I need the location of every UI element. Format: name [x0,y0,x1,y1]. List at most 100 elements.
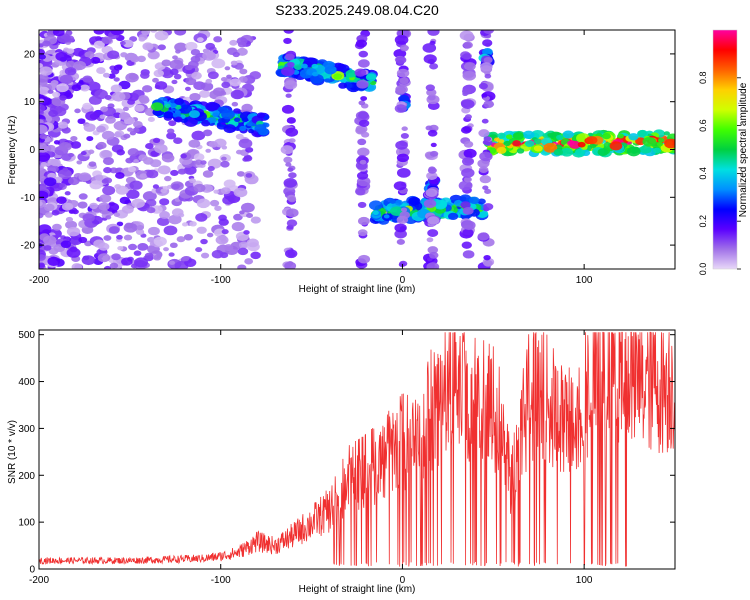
heatmap-cell [147,236,156,243]
heatmap-cell [125,72,139,83]
heatmap-cell [127,148,139,157]
heatmap-cell [393,48,407,59]
heatmap-cell [356,171,369,180]
heatmap-cell [50,158,61,167]
heatmap-cell [40,162,48,167]
heatmap-cell [65,216,74,223]
heatmap-cell [400,133,409,139]
heatmap-cell [562,130,574,139]
heatmap-cell [111,91,126,102]
heatmap-cell [368,200,383,211]
heatmap-cell [142,85,153,93]
heatmap-cell [43,177,57,187]
heatmap-cell [39,63,43,68]
snr-x-label: Height of straight line (km) [299,584,416,595]
heatmap-cell [288,172,297,179]
heatmap-cell [97,253,111,263]
heatmap-cell [183,233,193,241]
heatmap-cell [168,120,177,127]
heatmap-cell [71,84,82,92]
heatmap-cell [395,56,407,64]
snr-y-tick-label: 300 [18,424,35,435]
heatmap-cell [283,30,294,34]
heatmap-cell [284,53,295,61]
heatmap-cell [98,202,110,211]
heatmap-cell [169,59,184,70]
heatmap-cell [174,97,185,105]
heatmap-cell [428,251,439,259]
colorbar-gradient [713,30,737,269]
heatmap-cell [482,185,489,190]
heatmap-cell [429,63,439,70]
heatmap-cell [358,111,369,120]
heatmap-cell [152,77,159,83]
heatmap-cell [108,226,120,234]
heatmap-cell [122,39,134,48]
heatmap-cell [200,238,208,245]
heatmap-cell [77,118,86,125]
heatmap-cell [232,51,240,58]
heatmap-cell [300,63,308,69]
heatmap-cell [464,114,472,120]
heatmap-cell [76,160,83,165]
heatmap-cell [479,175,492,184]
heatmap-cell [462,206,474,215]
heatmap-cell [146,206,156,214]
heatmap-cell [311,63,319,69]
heatmap-cell [401,126,408,131]
heatmap-cell [126,189,140,200]
heatmap-cell [68,209,75,214]
heatmap-cell [214,205,222,211]
heatmap-cell [207,71,219,80]
heatmap-cell [107,50,120,60]
heatmap-cell [188,110,200,118]
heatmap-cell [140,71,150,79]
heatmap-cell [324,78,331,83]
heatmap-cell [483,255,491,261]
heatmap-cell [427,216,440,225]
heatmap-cell [82,75,93,83]
heatmap-cell [201,119,211,127]
heatmap-cell [116,149,125,156]
heatmap-cell [120,41,126,46]
heatmap-cell [244,258,254,265]
heatmap-cell [480,62,493,72]
heatmap-cell [221,109,235,120]
heatmap-cell [477,159,490,168]
heatmap-cell [396,153,410,163]
spectrogram-y-tick-label: -20 [21,241,36,252]
heatmap-cell [39,200,43,207]
heatmap-cell [151,102,164,111]
heatmap-cell [497,132,506,139]
heatmap-cell [193,153,205,161]
heatmap-cell [47,89,54,94]
heatmap-cell [505,134,513,140]
heatmap-cell [196,198,211,209]
heatmap-cell [577,141,586,148]
heatmap-cell [462,228,474,237]
snr-y-tick-label: 400 [18,377,35,388]
heatmap-cell [102,185,116,196]
heatmap-cell [221,229,229,235]
heatmap-cell [243,230,250,235]
heatmap-cell [358,100,366,106]
heatmap-cell [585,136,598,145]
heatmap-cell [111,253,121,261]
heatmap-cell [477,232,490,241]
heatmap-cell [77,201,88,209]
heatmap-cell [333,73,343,80]
heatmap-cell [284,261,297,269]
heatmap-cell [53,140,60,145]
snr-x-tick-label: -100 [211,575,231,586]
colorbar-tick-label: 0.6 [698,119,708,132]
heatmap-cell [464,62,476,71]
heatmap-cell [164,175,172,182]
heatmap-cell [512,140,521,147]
heatmap-cell [59,183,66,188]
heatmap-cell [360,96,368,101]
heatmap-cell [81,255,96,266]
heatmap-cell [39,133,48,140]
heatmap-cell [78,193,88,200]
heatmap-cell [193,183,206,193]
heatmap-cell [357,216,370,226]
